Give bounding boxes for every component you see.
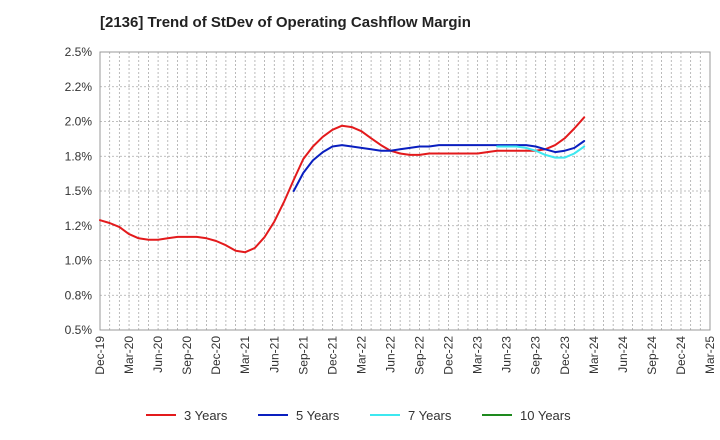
- y-tick-label: 0.5%: [65, 323, 93, 337]
- x-tick-label: Jun-24: [616, 336, 630, 373]
- series-line-3-years: [99, 116, 586, 254]
- x-tick-label: Dec-21: [325, 336, 339, 375]
- x-tick-label: Jun-23: [500, 336, 514, 373]
- series-line-5-years: [292, 140, 586, 192]
- y-tick-label: 1.0%: [65, 254, 93, 268]
- x-tick-label: Jun-21: [267, 336, 281, 373]
- x-tick-label: Mar-25: [703, 336, 717, 374]
- x-tick-label: Sep-20: [180, 336, 194, 375]
- y-tick-label: 1.5%: [65, 184, 93, 198]
- x-tick-label: Dec-19: [93, 336, 107, 375]
- plot-area-border: [99, 51, 711, 331]
- x-tick-label: Dec-24: [674, 336, 688, 375]
- x-tick-label: Mar-21: [238, 336, 252, 374]
- grid: [100, 52, 710, 330]
- x-tick-label: Dec-23: [558, 336, 572, 375]
- x-tick-label: Mar-24: [587, 336, 601, 374]
- y-tick-label: 1.8%: [65, 149, 93, 163]
- x-tick-label: Sep-21: [296, 336, 310, 375]
- y-tick-label: 0.8%: [65, 288, 93, 302]
- y-tick-label: 2.5%: [65, 45, 93, 59]
- chart-title: [2136] Trend of StDev of Operating Cashf…: [100, 14, 471, 31]
- x-tick-label: Mar-22: [354, 336, 368, 374]
- legend: 3 Years 5 Years 7 Years 10 Years: [146, 408, 571, 423]
- legend-label: 7 Years: [408, 408, 452, 423]
- x-tick-label: Sep-22: [413, 336, 427, 375]
- axes: Dec-19 Mar-20 Jun-20 Sep-20 Dec-20 Mar-21 Jun-…: [65, 45, 717, 375]
- y-tick-label: 2.2%: [65, 80, 93, 94]
- y-tick-label: 1.2%: [65, 219, 93, 233]
- x-tick-label: Jun-20: [151, 336, 165, 373]
- x-tick-label: Dec-22: [442, 336, 456, 375]
- x-tick-label: Dec-20: [209, 336, 223, 375]
- x-tick-label: Sep-24: [645, 336, 659, 375]
- series-lines: [99, 116, 586, 254]
- x-tick-label: Mar-20: [122, 336, 136, 374]
- x-tick-label: Jun-22: [383, 336, 397, 373]
- x-tick-label: Mar-23: [471, 336, 485, 374]
- legend-label: 10 Years: [520, 408, 571, 423]
- legend-label: 5 Years: [296, 408, 340, 423]
- y-tick-label: 2.0%: [65, 115, 93, 129]
- x-tick-label: Sep-23: [529, 336, 543, 375]
- legend-label: 3 Years: [184, 408, 228, 423]
- series-line-7-years: [496, 145, 586, 159]
